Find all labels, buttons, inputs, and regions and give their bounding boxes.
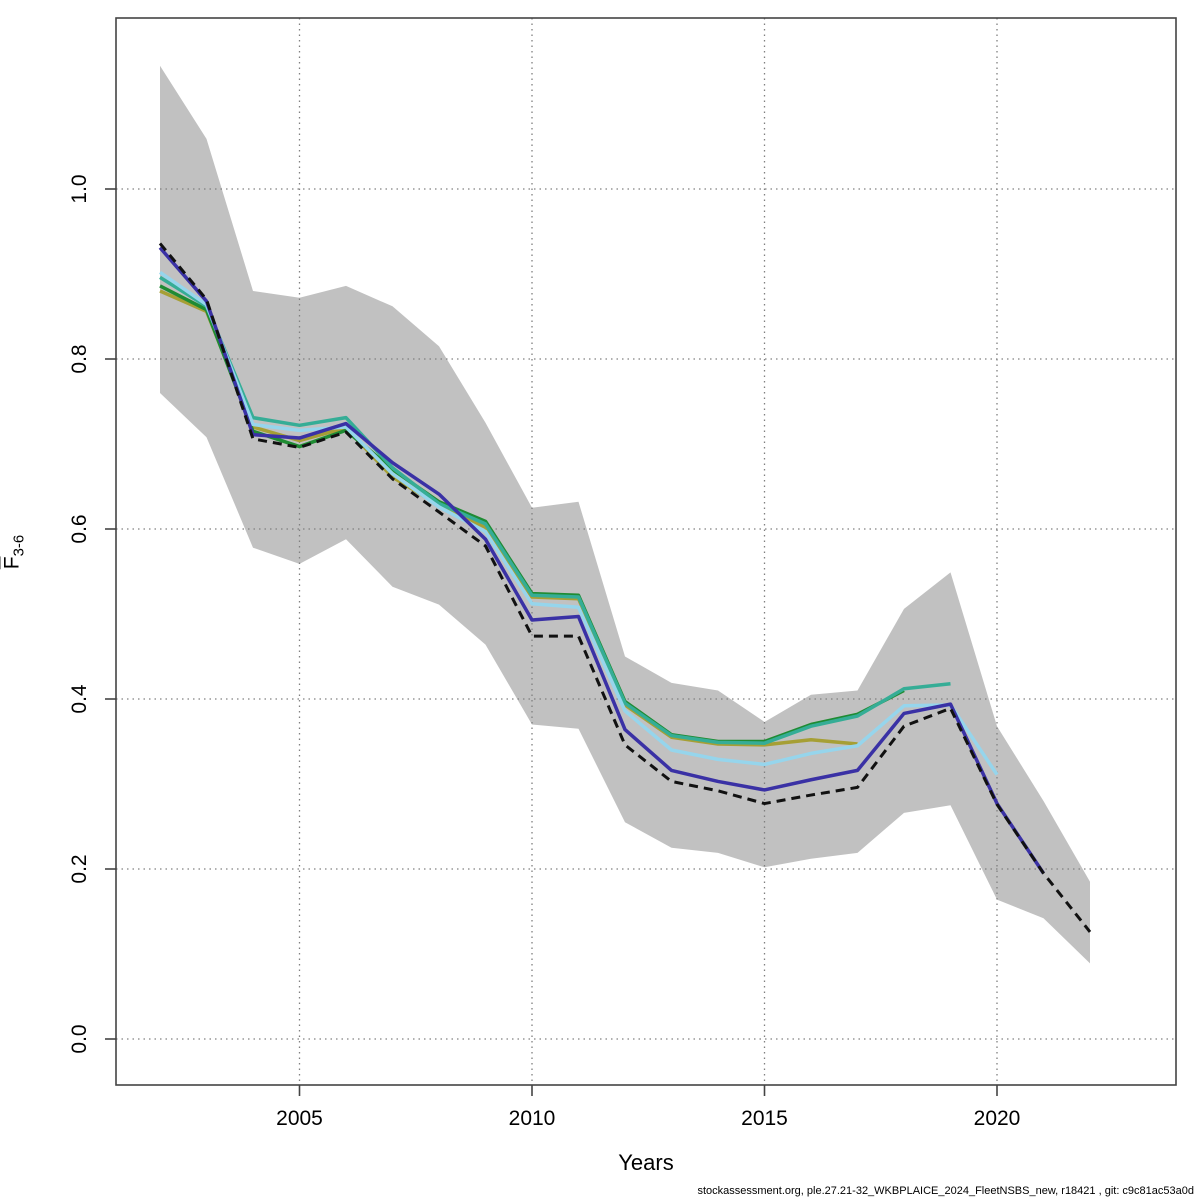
y-axis-tick-label: 0.0 [68,1024,91,1053]
series-line-retro-peel-2021 [158,246,1045,875]
x-axis-tick-label: 2010 [509,1107,556,1130]
x-axis-tick-label: 2005 [276,1107,323,1130]
y-axis-tick-label: 1.0 [68,174,91,203]
axis-ticks [105,188,998,1096]
gridlines [116,18,1176,1085]
footer-run-info: stockassessment.org, ple.27.21-32_WKBPLA… [697,1185,1194,1197]
y-axis-tick-label: 0.6 [68,514,91,543]
y-axis-tick-label: 0.8 [68,344,91,373]
series-lines [158,242,1092,933]
fbar-symbol: F [0,556,24,570]
confidence-band [160,65,1090,964]
y-axis-tick-label: 0.4 [68,684,91,714]
series-line-retro-peel-2019 [159,275,951,745]
series-line-retro-peel-2020 [159,270,999,776]
axis-tick-labels: 2005 2010 2015 2020 0.0 0.2 0.4 0.6 0.8 1.0 [68,174,1020,1130]
y-axis-tick-label: 0.2 [68,854,91,883]
x-axis-tick-label: 2015 [741,1107,788,1130]
x-axis-tick-label: 2020 [974,1107,1021,1130]
plot-border [115,17,1177,1086]
x-axis-title: Years [618,1150,673,1175]
y-axis-title: F3-6 [0,535,27,570]
fbar-age-range: 3-6 [10,534,28,557]
ci-band-polygon [160,65,1090,964]
